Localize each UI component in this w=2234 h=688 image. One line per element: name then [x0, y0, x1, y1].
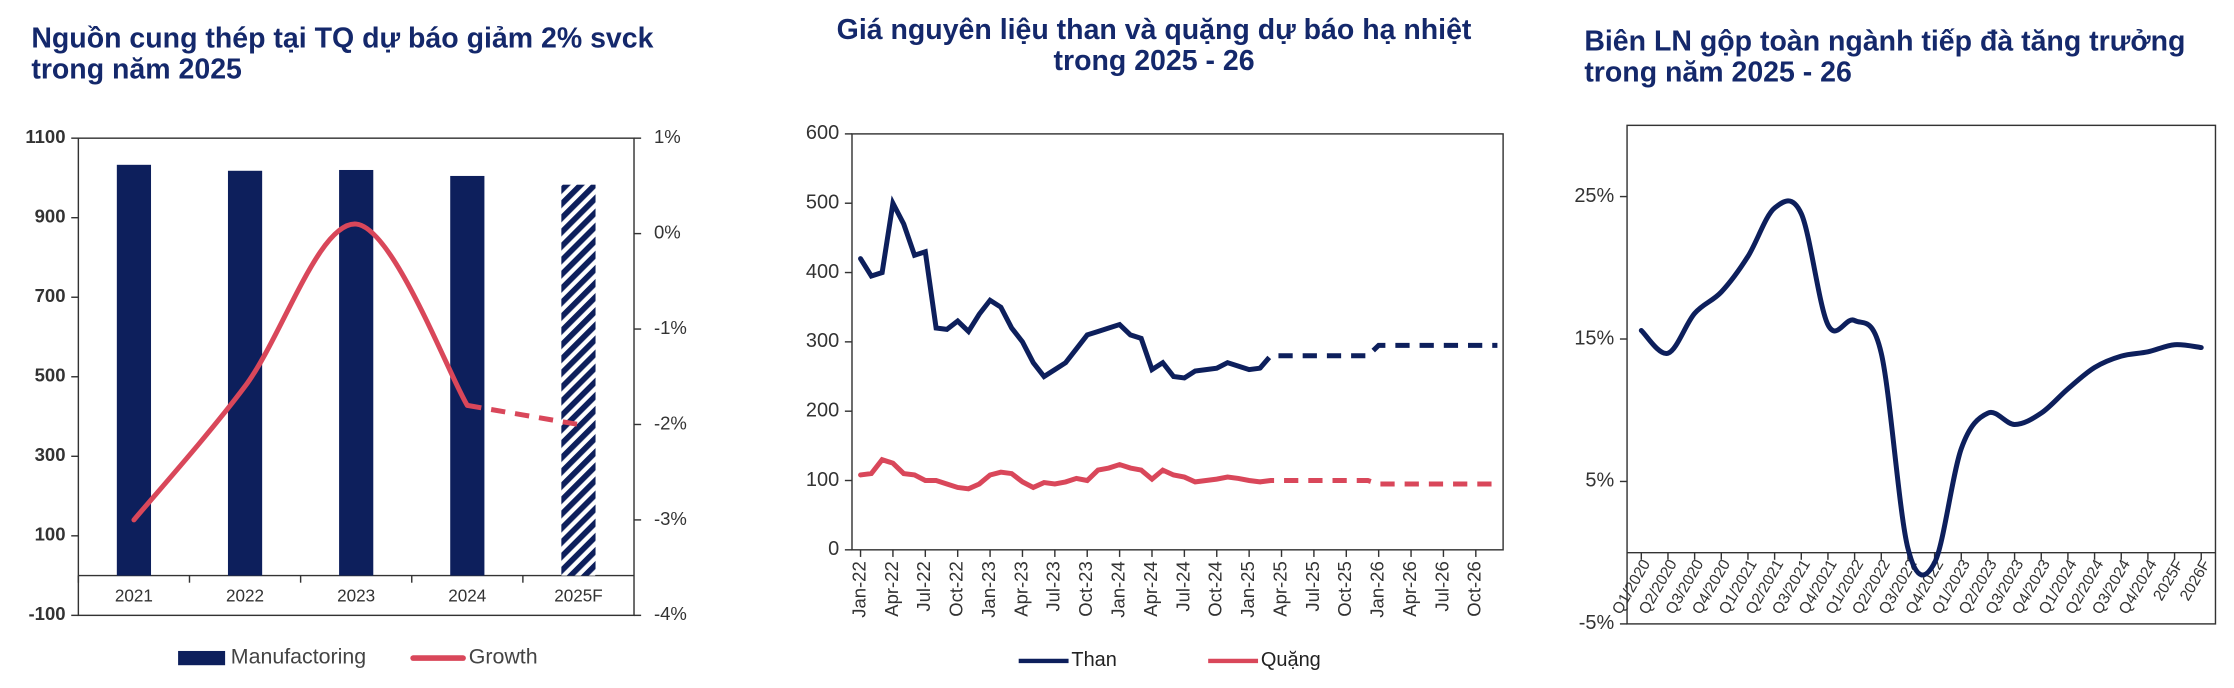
- y2-tick-label: -4%: [654, 603, 687, 624]
- legend-label: Manufactoring: [231, 645, 366, 669]
- y-tick-label: 900: [35, 206, 66, 227]
- x-tick-label: Oct-23: [1075, 561, 1096, 617]
- chart-title: trong năm 2025: [31, 54, 242, 86]
- x-tick-label: 2025F: [554, 586, 602, 605]
- y-tick-label: 100: [806, 469, 839, 491]
- x-tick-label: Apr-26: [1399, 561, 1420, 617]
- y2-tick-label: -3%: [654, 508, 687, 529]
- y-tick-label: 600: [806, 122, 839, 144]
- bar: [227, 170, 263, 576]
- line-series: [1638, 198, 2204, 578]
- bar: [561, 184, 596, 576]
- x-tick-label: Jan-24: [1107, 561, 1128, 618]
- y2-tick-label: -2%: [654, 412, 687, 433]
- x-tick-label: 2021: [115, 586, 153, 605]
- y-tick-label: 25%: [1574, 185, 1614, 207]
- x-tick-label: Jan-25: [1237, 561, 1258, 618]
- x-tick-label: Oct-25: [1334, 561, 1355, 617]
- x-tick-label: Jan-26: [1367, 561, 1388, 618]
- y-tick-label: -100: [29, 603, 66, 624]
- y-tick-label: 300: [806, 330, 839, 352]
- legend-label: Than: [1071, 649, 1116, 671]
- y-tick-label: 500: [35, 365, 66, 386]
- chart-title: trong năm 2025 - 26: [1584, 57, 1852, 89]
- x-tick-label: Jul-24: [1172, 561, 1193, 611]
- legend-label: Quặng: [1261, 649, 1321, 671]
- line-series: [858, 456, 1263, 492]
- x-tick-label: Jul-25: [1302, 561, 1323, 611]
- y2-tick-label: 0%: [654, 221, 681, 242]
- x-tick-label: Apr-23: [1010, 561, 1031, 617]
- y-tick-label: 100: [35, 524, 66, 545]
- x-tick-label: 2022: [226, 586, 264, 605]
- x-tick-label: Apr-22: [881, 561, 902, 617]
- y-tick-label: 300: [35, 444, 66, 465]
- x-tick-label: Jul-26: [1431, 561, 1452, 611]
- legend-label: Growth: [469, 645, 538, 669]
- plot-frame: [1626, 124, 2217, 625]
- bar: [450, 175, 485, 576]
- y-tick-label: 200: [806, 399, 839, 421]
- x-tick-label: 2023: [337, 586, 375, 605]
- line-series: [858, 195, 1263, 381]
- x-tick-label: Jan-23: [978, 561, 999, 618]
- y2-tick-label: -1%: [654, 317, 687, 338]
- x-tick-label: 2024: [448, 586, 486, 605]
- line-series: [1259, 478, 1498, 487]
- x-tick-label: Jul-23: [1043, 561, 1064, 611]
- y-tick-label: 0: [828, 538, 839, 560]
- y-tick-label: 15%: [1574, 327, 1614, 349]
- bar: [339, 169, 374, 576]
- chart-title: trong 2025 - 26: [1054, 45, 1255, 77]
- x-tick-label: Apr-25: [1269, 561, 1290, 617]
- chart-title: Nguồn cung thép tại TQ dự báo giảm 2% sv…: [31, 22, 653, 54]
- x-tick-label: Jan-22: [848, 561, 869, 618]
- y-tick-label: 5%: [1585, 470, 1614, 492]
- x-tick-label: Oct-22: [946, 561, 967, 617]
- line-series: [466, 402, 579, 427]
- y-tick-label: 700: [35, 285, 66, 306]
- y-tick-label: 400: [806, 261, 839, 283]
- line-series: [1258, 342, 1498, 370]
- y-tick-label: -5%: [1579, 612, 1615, 634]
- x-tick-label: Jul-22: [913, 561, 934, 611]
- legend-swatch: [178, 650, 226, 666]
- x-tick-label: Oct-26: [1464, 561, 1485, 617]
- bar: [116, 164, 152, 576]
- chart-title: Biên LN gộp toàn ngành tiếp đà tăng trưở…: [1584, 25, 2185, 57]
- x-tick-label: Apr-24: [1140, 561, 1161, 617]
- x-tick-label: Oct-24: [1205, 561, 1226, 617]
- y2-tick-label: 1%: [654, 126, 681, 147]
- y-tick-label: 1100: [25, 126, 65, 147]
- y-tick-label: 500: [806, 191, 839, 213]
- chart-title: Giá nguyên liệu than và quặng dự báo hạ …: [837, 14, 1472, 46]
- line-series: [131, 221, 470, 523]
